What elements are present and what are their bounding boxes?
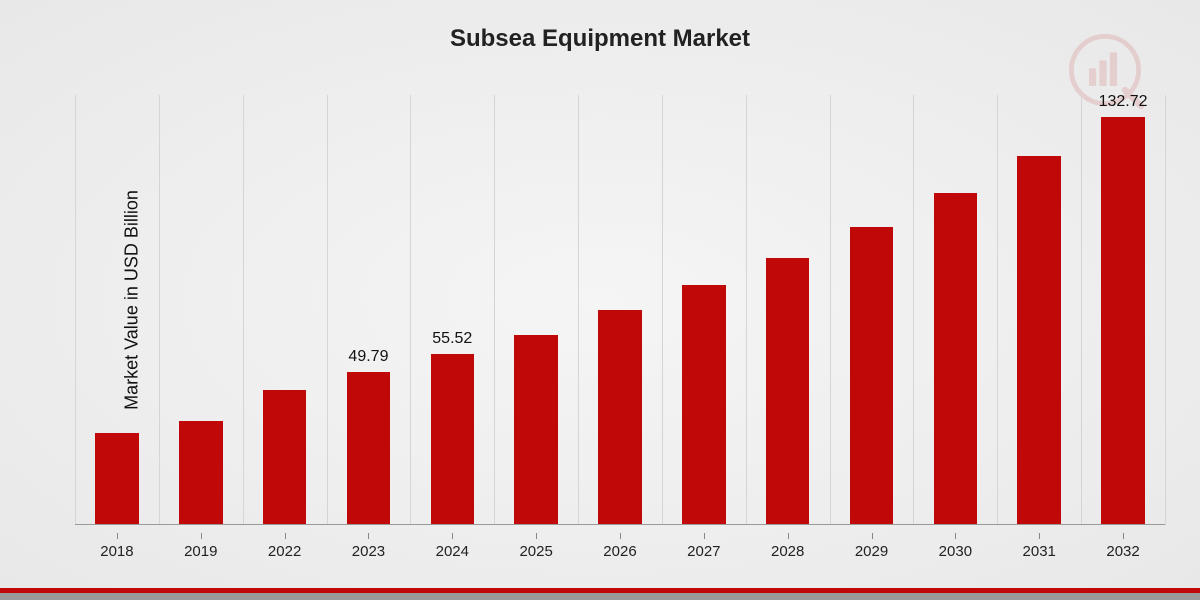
bar	[766, 258, 810, 525]
x-axis-tick: 2019	[159, 543, 243, 560]
footer-stripe-gray	[0, 593, 1200, 600]
x-axis-tick: 2022	[243, 543, 327, 560]
bar	[934, 193, 978, 525]
bar	[1101, 117, 1145, 525]
x-axis-baseline	[75, 524, 1165, 525]
x-axis-tick: 2027	[662, 543, 746, 560]
x-axis-tick: 2030	[913, 543, 997, 560]
bar-slot	[746, 95, 830, 525]
bar-slot	[578, 95, 662, 525]
bar	[95, 433, 139, 525]
bar-slot: 132.72	[1081, 95, 1165, 525]
gridline	[1165, 95, 1166, 525]
x-axis-tick: 2024	[410, 543, 494, 560]
bar	[263, 390, 307, 525]
bar	[431, 354, 475, 525]
footer-stripe	[0, 588, 1200, 600]
x-axis-tick: 2029	[830, 543, 914, 560]
bar	[514, 335, 558, 525]
bar-slot: 49.79	[327, 95, 411, 525]
x-axis-tick: 2026	[578, 543, 662, 560]
bar-slot	[830, 95, 914, 525]
bar-slot	[997, 95, 1081, 525]
x-axis-tick: 2028	[746, 543, 830, 560]
bar-slot	[75, 95, 159, 525]
x-axis-tick: 2031	[997, 543, 1081, 560]
bar	[347, 372, 391, 525]
plot-area: 49.79 55.52 132.72	[75, 95, 1165, 525]
bar	[1017, 156, 1061, 525]
bar	[179, 421, 223, 525]
x-axis-tick: 2018	[75, 543, 159, 560]
bar	[598, 310, 642, 525]
bars-container: 49.79 55.52 132.72	[75, 95, 1165, 525]
bar-slot	[662, 95, 746, 525]
bar	[682, 285, 726, 525]
bar-slot: 55.52	[410, 95, 494, 525]
bar-value-label: 55.52	[432, 330, 472, 348]
bar-value-label: 49.79	[348, 348, 388, 366]
bar-slot	[494, 95, 578, 525]
x-axis-tick: 2032	[1081, 543, 1165, 560]
x-axis-tick: 2025	[494, 543, 578, 560]
x-axis-tick: 2023	[327, 543, 411, 560]
x-axis: 2018201920222023202420252026202720282029…	[75, 543, 1165, 560]
chart-title: Subsea Equipment Market	[0, 0, 1200, 53]
bar-slot	[913, 95, 997, 525]
bar	[850, 227, 894, 525]
bar-slot	[243, 95, 327, 525]
bar-slot	[159, 95, 243, 525]
chart-container: Subsea Equipment Market Market Value in …	[0, 0, 1200, 600]
bar-value-label: 132.72	[1099, 93, 1148, 111]
